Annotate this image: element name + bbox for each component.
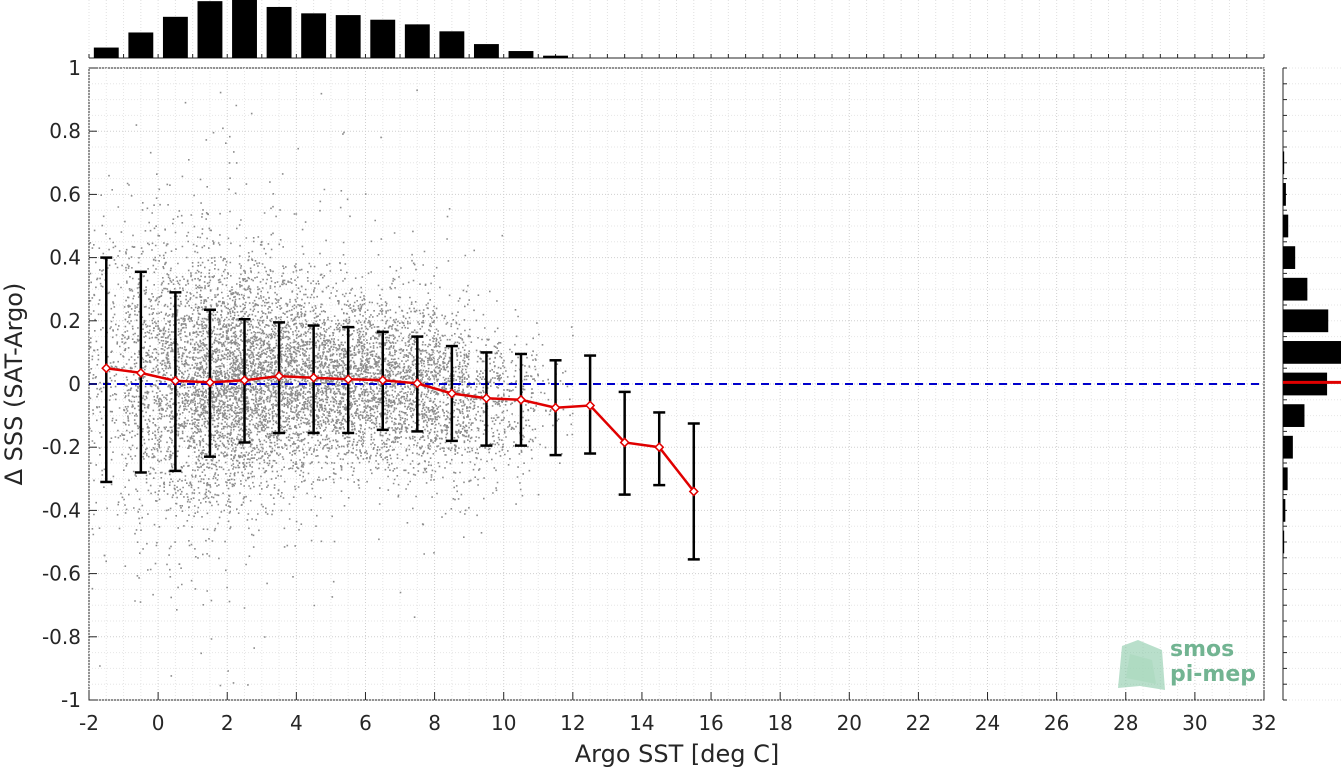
x-tick-label: 2 — [221, 711, 234, 735]
top-histogram-bar — [301, 13, 327, 58]
top-histogram-bar — [266, 6, 292, 59]
right-histogram-bar — [1283, 183, 1286, 206]
top-histogram-bar — [370, 19, 396, 58]
y-tick-label: -0.2 — [42, 435, 81, 459]
x-tick-label: 16 — [698, 711, 723, 735]
mean-marker — [170, 375, 181, 386]
y-tick-label: 1 — [68, 56, 81, 80]
right-histogram-bar — [1283, 435, 1293, 459]
main-scatter-plot: -2 0 2 4 6 8 10 12 14 16 18 20 22 24 26 28 30 32 -1-0.8-0… — [42, 56, 1277, 735]
y-axis-title: Δ SSS (SAT-Argo) — [0, 283, 28, 486]
top-histogram-bar — [232, 0, 257, 58]
mean-marker — [481, 393, 492, 404]
top-histogram-area — [89, 0, 1264, 58]
x-tick-label: 28 — [1113, 711, 1138, 735]
mean-marker — [550, 402, 561, 413]
mean-marker — [515, 394, 527, 405]
x-tick-label: 18 — [767, 711, 792, 735]
right-histogram-bar — [1283, 499, 1286, 522]
mean-marker — [377, 375, 388, 386]
x-tick-label: -2 — [79, 711, 99, 735]
y-tick-label: -1 — [61, 688, 81, 712]
y-axis-ticks: -1 -0.8 -0.6 -0.4 -0.2 0 0.2 0.4 0.6 0.8 1 — [42, 56, 97, 712]
top-histogram-bar — [197, 1, 223, 59]
x-tick-label: 26 — [1044, 711, 1069, 735]
mean-marker — [446, 388, 457, 399]
right-histogram-bar — [1283, 277, 1308, 301]
y-tick-label: 0.4 — [49, 246, 81, 270]
right-histogram-bar — [1283, 372, 1328, 396]
x-axis-title: Argo SST [deg C] — [575, 740, 780, 768]
logo-line1: smos — [1170, 637, 1234, 662]
right-histogram-bar — [1283, 530, 1285, 554]
y-tick-label: 0.2 — [49, 309, 81, 333]
x-tick-label: 0 — [152, 711, 165, 735]
x-tick-label: 10 — [491, 711, 516, 735]
y-tick-label: -0.8 — [42, 625, 81, 649]
x-tick-label: 32 — [1251, 711, 1276, 735]
top-histogram-bar — [404, 24, 430, 58]
x-tick-label: 6 — [359, 711, 372, 735]
x-tick-label: 24 — [975, 711, 1000, 735]
top-histogram-bar — [543, 55, 568, 58]
x-tick-label: 22 — [906, 711, 931, 735]
y-tick-label: -0.6 — [42, 562, 81, 586]
right-histogram-bar — [1283, 404, 1305, 427]
y-tick-label: 0.6 — [49, 182, 81, 206]
x-tick-label: 12 — [560, 711, 585, 735]
mean-marker — [343, 374, 354, 385]
top-histogram-bar — [473, 44, 499, 58]
mean-marker — [274, 371, 285, 382]
mean-marker — [412, 378, 423, 389]
top-histogram-bar — [335, 15, 361, 58]
mean-marker — [688, 486, 699, 497]
top-histogram — [88, 0, 1265, 59]
top-histogram-bar — [93, 47, 119, 58]
right-histogram-bar — [1283, 341, 1341, 364]
top-histogram-bar — [508, 51, 534, 58]
x-tick-label: 4 — [290, 711, 303, 735]
right-histogram — [1282, 67, 1341, 701]
y-tick-label: 0.8 — [49, 119, 81, 143]
top-histogram-bar — [162, 16, 188, 58]
logo-line2: pi-mep — [1170, 662, 1256, 687]
logo-shape-highlight — [1126, 654, 1156, 684]
smos-pi-mep-logo: smos pi-mep — [1118, 637, 1256, 690]
mean-marker — [308, 372, 319, 383]
top-histogram-bar — [439, 31, 465, 58]
right-histogram-bar — [1283, 309, 1329, 333]
right-histogram-bar — [1283, 214, 1289, 238]
mean-marker — [239, 375, 250, 386]
right-histogram-bar — [1283, 246, 1296, 269]
x-axis-ticks: -2 0 2 4 6 8 10 12 14 16 18 20 22 24 26 28 30 32 — [79, 692, 1277, 735]
y-tick-label: -0.4 — [42, 498, 81, 522]
mean-marker — [585, 400, 596, 411]
x-tick-label: 8 — [428, 711, 441, 735]
mean-line — [106, 366, 695, 493]
right-histogram-bar — [1283, 467, 1288, 491]
mean-marker — [654, 442, 665, 453]
x-tick-label: 14 — [629, 711, 654, 735]
y-tick-label: 0 — [68, 372, 81, 396]
right-histogram-bar — [1283, 151, 1285, 175]
binned-mean-series — [101, 363, 699, 497]
x-tick-label: 20 — [837, 711, 862, 735]
mean-marker — [619, 437, 630, 448]
top-histogram-bar — [128, 32, 154, 58]
mean-marker — [204, 377, 216, 388]
mean-marker — [101, 363, 112, 374]
x-tick-label: 30 — [1182, 711, 1207, 735]
mean-marker — [135, 367, 146, 379]
